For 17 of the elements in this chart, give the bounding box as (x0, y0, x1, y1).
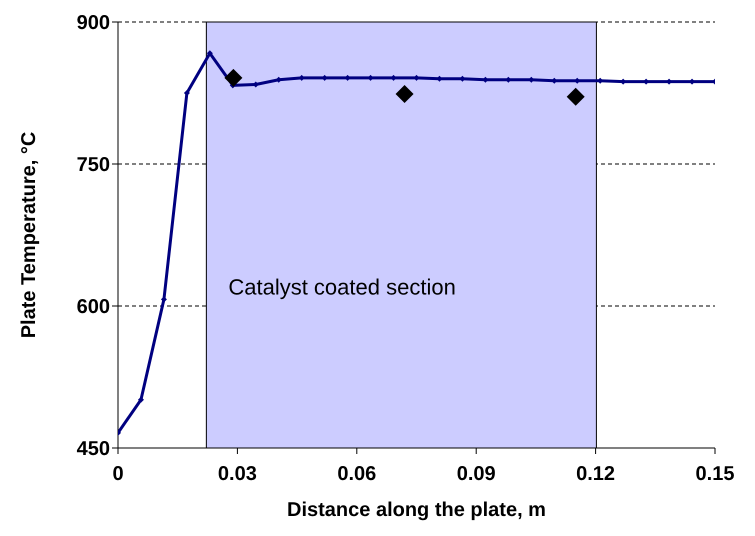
x-tick-label: 0 (112, 463, 124, 486)
point (224, 68, 242, 87)
y-axis-title: Plate Temperature, °C (18, 132, 40, 338)
point (566, 88, 585, 106)
x-tick-label: 0.03 (218, 463, 257, 486)
point (206, 50, 213, 56)
x-tick-label: 0.12 (576, 463, 616, 486)
y-tick-label: 450 (76, 438, 110, 460)
point (396, 84, 414, 103)
x-axis-title: Distance along the plate, m (287, 499, 546, 521)
x-tick-label: 0.09 (456, 463, 496, 486)
x-tick-label: 0.06 (337, 463, 376, 486)
x-tick-label: 0.15 (696, 463, 734, 486)
y-tick-label: 600 (76, 296, 110, 318)
band-label: Catalyst coated section (228, 274, 456, 300)
y-tick-label: 750 (76, 154, 110, 176)
y-tick-label: 900 (76, 12, 110, 34)
